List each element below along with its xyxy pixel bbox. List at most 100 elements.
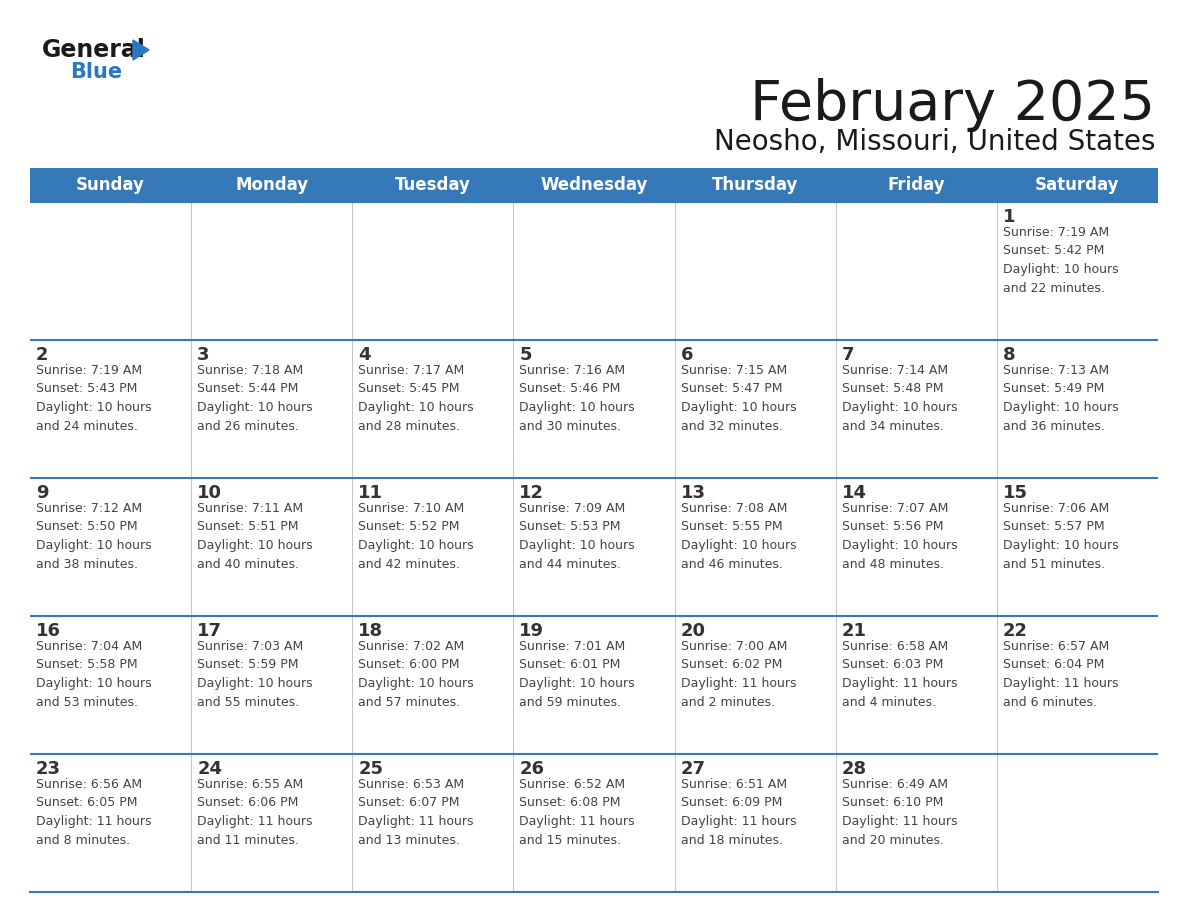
Text: Sunrise: 7:03 AM
Sunset: 5:59 PM
Daylight: 10 hours
and 55 minutes.: Sunrise: 7:03 AM Sunset: 5:59 PM Dayligh… — [197, 640, 312, 709]
Bar — [513, 616, 675, 754]
Bar — [191, 616, 353, 754]
Bar — [675, 616, 835, 754]
Text: 28: 28 — [842, 760, 867, 778]
Text: 9: 9 — [36, 484, 49, 502]
Text: 26: 26 — [519, 760, 544, 778]
Text: Sunrise: 6:57 AM
Sunset: 6:04 PM
Daylight: 11 hours
and 6 minutes.: Sunrise: 6:57 AM Sunset: 6:04 PM Dayligh… — [1003, 640, 1118, 709]
Text: Sunrise: 7:14 AM
Sunset: 5:48 PM
Daylight: 10 hours
and 34 minutes.: Sunrise: 7:14 AM Sunset: 5:48 PM Dayligh… — [842, 364, 958, 432]
Text: Sunrise: 7:10 AM
Sunset: 5:52 PM
Daylight: 10 hours
and 42 minutes.: Sunrise: 7:10 AM Sunset: 5:52 PM Dayligh… — [359, 502, 474, 570]
Bar — [30, 202, 191, 340]
Text: Sunrise: 7:07 AM
Sunset: 5:56 PM
Daylight: 10 hours
and 48 minutes.: Sunrise: 7:07 AM Sunset: 5:56 PM Dayligh… — [842, 502, 958, 570]
Polygon shape — [133, 40, 148, 60]
Text: 19: 19 — [519, 622, 544, 640]
Text: Sunday: Sunday — [76, 176, 145, 194]
Bar — [997, 168, 1158, 202]
Text: 23: 23 — [36, 760, 61, 778]
Text: 2: 2 — [36, 346, 49, 364]
Text: 13: 13 — [681, 484, 706, 502]
Bar — [191, 478, 353, 616]
Text: February 2025: February 2025 — [750, 78, 1155, 132]
Text: Sunrise: 6:58 AM
Sunset: 6:03 PM
Daylight: 11 hours
and 4 minutes.: Sunrise: 6:58 AM Sunset: 6:03 PM Dayligh… — [842, 640, 958, 709]
Text: 5: 5 — [519, 346, 532, 364]
Text: 3: 3 — [197, 346, 209, 364]
Text: 27: 27 — [681, 760, 706, 778]
Bar — [513, 168, 675, 202]
Text: Sunrise: 6:51 AM
Sunset: 6:09 PM
Daylight: 11 hours
and 18 minutes.: Sunrise: 6:51 AM Sunset: 6:09 PM Dayligh… — [681, 778, 796, 846]
Text: Sunrise: 6:53 AM
Sunset: 6:07 PM
Daylight: 11 hours
and 13 minutes.: Sunrise: 6:53 AM Sunset: 6:07 PM Dayligh… — [359, 778, 474, 846]
Bar — [835, 616, 997, 754]
Text: Sunrise: 6:55 AM
Sunset: 6:06 PM
Daylight: 11 hours
and 11 minutes.: Sunrise: 6:55 AM Sunset: 6:06 PM Dayligh… — [197, 778, 312, 846]
Text: General: General — [42, 38, 146, 62]
Bar — [835, 478, 997, 616]
Bar — [835, 168, 997, 202]
Text: Sunrise: 7:12 AM
Sunset: 5:50 PM
Daylight: 10 hours
and 38 minutes.: Sunrise: 7:12 AM Sunset: 5:50 PM Dayligh… — [36, 502, 152, 570]
Bar — [353, 202, 513, 340]
Bar — [513, 754, 675, 892]
Text: Sunrise: 7:17 AM
Sunset: 5:45 PM
Daylight: 10 hours
and 28 minutes.: Sunrise: 7:17 AM Sunset: 5:45 PM Dayligh… — [359, 364, 474, 432]
Bar — [835, 340, 997, 478]
Text: 25: 25 — [359, 760, 384, 778]
Text: 10: 10 — [197, 484, 222, 502]
Text: 11: 11 — [359, 484, 384, 502]
Bar — [835, 202, 997, 340]
Bar — [997, 202, 1158, 340]
Text: Sunrise: 6:56 AM
Sunset: 6:05 PM
Daylight: 11 hours
and 8 minutes.: Sunrise: 6:56 AM Sunset: 6:05 PM Dayligh… — [36, 778, 152, 846]
Bar — [191, 754, 353, 892]
Bar — [997, 754, 1158, 892]
Bar — [997, 478, 1158, 616]
Text: Wednesday: Wednesday — [541, 176, 647, 194]
Bar — [675, 340, 835, 478]
Text: Sunrise: 7:09 AM
Sunset: 5:53 PM
Daylight: 10 hours
and 44 minutes.: Sunrise: 7:09 AM Sunset: 5:53 PM Dayligh… — [519, 502, 636, 570]
Text: 24: 24 — [197, 760, 222, 778]
Bar — [191, 168, 353, 202]
Text: Sunrise: 7:13 AM
Sunset: 5:49 PM
Daylight: 10 hours
and 36 minutes.: Sunrise: 7:13 AM Sunset: 5:49 PM Dayligh… — [1003, 364, 1118, 432]
Bar — [513, 202, 675, 340]
Text: Sunrise: 6:52 AM
Sunset: 6:08 PM
Daylight: 11 hours
and 15 minutes.: Sunrise: 6:52 AM Sunset: 6:08 PM Dayligh… — [519, 778, 634, 846]
Text: Sunrise: 6:49 AM
Sunset: 6:10 PM
Daylight: 11 hours
and 20 minutes.: Sunrise: 6:49 AM Sunset: 6:10 PM Dayligh… — [842, 778, 958, 846]
Bar — [513, 478, 675, 616]
Text: Sunrise: 7:06 AM
Sunset: 5:57 PM
Daylight: 10 hours
and 51 minutes.: Sunrise: 7:06 AM Sunset: 5:57 PM Dayligh… — [1003, 502, 1118, 570]
Bar — [675, 478, 835, 616]
Bar — [191, 202, 353, 340]
Bar — [353, 168, 513, 202]
Bar — [191, 340, 353, 478]
Text: Sunrise: 7:15 AM
Sunset: 5:47 PM
Daylight: 10 hours
and 32 minutes.: Sunrise: 7:15 AM Sunset: 5:47 PM Dayligh… — [681, 364, 796, 432]
Text: 14: 14 — [842, 484, 867, 502]
Text: 12: 12 — [519, 484, 544, 502]
Text: Friday: Friday — [887, 176, 946, 194]
Text: Sunrise: 7:11 AM
Sunset: 5:51 PM
Daylight: 10 hours
and 40 minutes.: Sunrise: 7:11 AM Sunset: 5:51 PM Dayligh… — [197, 502, 312, 570]
Bar — [513, 340, 675, 478]
Text: Sunrise: 7:08 AM
Sunset: 5:55 PM
Daylight: 10 hours
and 46 minutes.: Sunrise: 7:08 AM Sunset: 5:55 PM Dayligh… — [681, 502, 796, 570]
Text: Blue: Blue — [70, 62, 122, 82]
Text: Sunrise: 7:19 AM
Sunset: 5:42 PM
Daylight: 10 hours
and 22 minutes.: Sunrise: 7:19 AM Sunset: 5:42 PM Dayligh… — [1003, 226, 1118, 295]
Bar — [675, 754, 835, 892]
Bar — [997, 340, 1158, 478]
Text: Sunrise: 7:02 AM
Sunset: 6:00 PM
Daylight: 10 hours
and 57 minutes.: Sunrise: 7:02 AM Sunset: 6:00 PM Dayligh… — [359, 640, 474, 709]
Text: 21: 21 — [842, 622, 867, 640]
Text: Thursday: Thursday — [712, 176, 798, 194]
Text: Sunrise: 7:16 AM
Sunset: 5:46 PM
Daylight: 10 hours
and 30 minutes.: Sunrise: 7:16 AM Sunset: 5:46 PM Dayligh… — [519, 364, 636, 432]
Text: Sunrise: 7:01 AM
Sunset: 6:01 PM
Daylight: 10 hours
and 59 minutes.: Sunrise: 7:01 AM Sunset: 6:01 PM Dayligh… — [519, 640, 636, 709]
Text: Sunrise: 7:19 AM
Sunset: 5:43 PM
Daylight: 10 hours
and 24 minutes.: Sunrise: 7:19 AM Sunset: 5:43 PM Dayligh… — [36, 364, 152, 432]
Bar — [675, 168, 835, 202]
Bar — [835, 754, 997, 892]
Text: 4: 4 — [359, 346, 371, 364]
Text: Sunrise: 7:04 AM
Sunset: 5:58 PM
Daylight: 10 hours
and 53 minutes.: Sunrise: 7:04 AM Sunset: 5:58 PM Dayligh… — [36, 640, 152, 709]
Text: 17: 17 — [197, 622, 222, 640]
Text: Tuesday: Tuesday — [394, 176, 470, 194]
Text: 6: 6 — [681, 346, 693, 364]
Text: 18: 18 — [359, 622, 384, 640]
Text: 16: 16 — [36, 622, 61, 640]
Text: 15: 15 — [1003, 484, 1028, 502]
Bar — [675, 202, 835, 340]
Text: 1: 1 — [1003, 208, 1016, 226]
Text: 20: 20 — [681, 622, 706, 640]
Text: 22: 22 — [1003, 622, 1028, 640]
Text: Saturday: Saturday — [1035, 176, 1119, 194]
Bar — [353, 616, 513, 754]
Text: 8: 8 — [1003, 346, 1016, 364]
Bar — [30, 754, 191, 892]
Bar — [353, 754, 513, 892]
Bar — [30, 168, 191, 202]
Text: Sunrise: 7:18 AM
Sunset: 5:44 PM
Daylight: 10 hours
and 26 minutes.: Sunrise: 7:18 AM Sunset: 5:44 PM Dayligh… — [197, 364, 312, 432]
